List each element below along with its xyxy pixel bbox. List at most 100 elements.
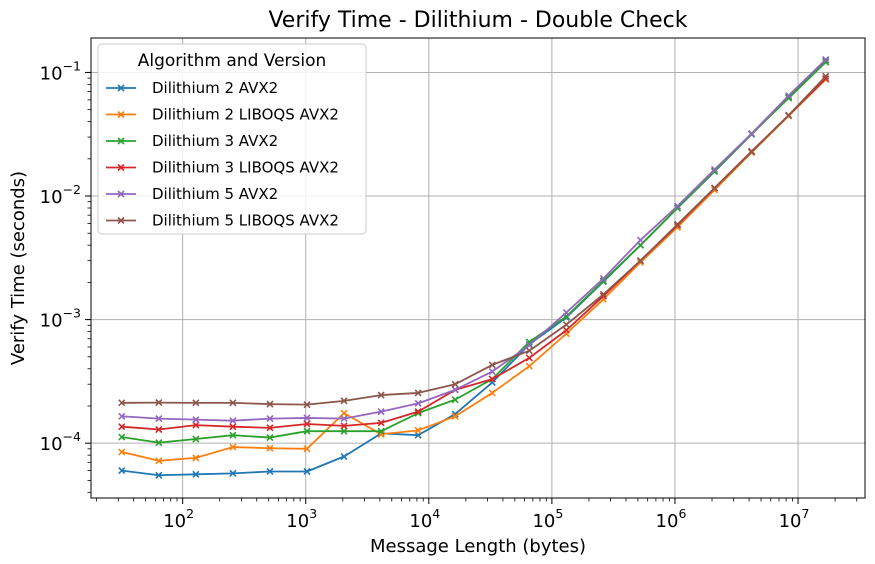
y-tick-label: 10−3: [40, 306, 81, 332]
data-point: [636, 257, 645, 265]
legend-entry: Dilithium 3 AVX2: [106, 132, 278, 150]
data-point: [599, 292, 607, 300]
legend-label: Dilithium 3 AVX2: [152, 132, 278, 150]
data-point: [562, 326, 570, 334]
legend: Algorithm and Version Dilithium 2 AVX2Di…: [97, 43, 367, 235]
data-point: [303, 401, 311, 409]
data-point: [710, 186, 719, 194]
data-point: [303, 467, 311, 476]
data-point: [673, 204, 682, 212]
data-point: [377, 408, 385, 416]
data-point: [822, 58, 830, 66]
data-point: [488, 367, 496, 376]
x-tick-label: 102: [163, 506, 194, 532]
data-point: [340, 427, 348, 435]
legend-entry: Dilithium 3 LIBOQS AVX2: [106, 159, 339, 177]
series-layer: [118, 56, 830, 479]
data-point: [266, 415, 274, 423]
data-point: [266, 400, 274, 408]
data-point: [562, 321, 570, 329]
data-point: [636, 236, 645, 244]
data-point: [155, 425, 163, 434]
data-point: [303, 420, 311, 428]
legend-entries: Dilithium 2 AVX2 Dilithium 2 LIBOQS AVX2 D…: [106, 79, 339, 230]
data-point: [785, 111, 793, 119]
data-point: [192, 470, 200, 478]
x-tick-label: 106: [656, 506, 687, 532]
x-tick-label: 103: [286, 506, 317, 532]
data-point: [118, 448, 126, 456]
data-point: [229, 423, 237, 431]
data-point: [229, 443, 237, 451]
data-point: [785, 92, 793, 100]
legend-swatch-marker: [117, 110, 125, 119]
legend-entry: Dilithium 2 LIBOQS AVX2: [106, 106, 339, 124]
legend-label: Dilithium 2 AVX2: [152, 79, 278, 97]
series-line: [121, 58, 827, 422]
data-point: [748, 130, 756, 138]
series-line: [121, 78, 827, 462]
legend-entry: Dilithium 5 LIBOQS AVX2: [106, 212, 339, 230]
data-point: [488, 361, 496, 369]
y-ticks: 10−4 10−3 10−2 10−1: [40, 58, 91, 493]
legend-label: Dilithium 5 AVX2: [152, 185, 278, 203]
data-point: [118, 467, 126, 475]
data-point: [710, 165, 719, 174]
x-ticks: 102 103 104 105 106 107: [96, 498, 858, 532]
legend-swatch-marker: [117, 137, 125, 145]
data-point: [266, 434, 274, 442]
data-point: [822, 72, 830, 80]
y-tick-label: 10−4: [40, 429, 81, 455]
data-point: [229, 417, 237, 425]
data-point: [229, 469, 237, 477]
data-point: [155, 471, 163, 479]
x-tick-label: 107: [779, 506, 810, 532]
x-tick-label: 104: [409, 506, 440, 532]
data-point: [673, 220, 682, 228]
data-point: [562, 308, 570, 317]
data-point: [340, 452, 348, 461]
legend-entry: Dilithium 2 AVX2: [106, 79, 278, 97]
legend-swatch-marker: [117, 84, 125, 92]
data-point: [748, 148, 756, 156]
data-point: [192, 454, 200, 462]
data-point: [414, 399, 422, 407]
data-point: [303, 427, 311, 435]
legend-label: Dilithium 2 LIBOQS AVX2: [152, 106, 339, 124]
x-tick-label: 105: [532, 506, 563, 532]
y-tick-label: 10−2: [40, 182, 81, 208]
data-point: [525, 341, 533, 349]
data-point: [377, 427, 385, 435]
data-point: [118, 412, 126, 420]
data-point: [155, 439, 163, 447]
data-point: [822, 56, 830, 64]
x-axis-label: Message Length (bytes): [370, 536, 586, 557]
data-point: [155, 457, 163, 465]
data-point: [229, 399, 237, 407]
legend-swatch-marker: [117, 190, 125, 198]
series-3: [118, 58, 830, 447]
data-point: [340, 397, 348, 405]
data-point: [822, 75, 830, 83]
legend-swatch-marker: [117, 216, 125, 225]
data-point: [377, 391, 385, 399]
data-point: [525, 347, 533, 355]
data-point: [118, 399, 126, 407]
data-point: [599, 290, 607, 298]
legend-entry: Dilithium 5 AVX2: [106, 185, 278, 203]
chart-title: Verify Time - Dilithium - Double Check: [268, 8, 687, 33]
data-point: [340, 415, 348, 423]
legend-label: Dilithium 5 LIBOQS AVX2: [152, 212, 339, 230]
data-point: [414, 408, 422, 416]
data-point: [451, 380, 459, 388]
legend-swatch-marker: [117, 163, 125, 172]
data-point: [118, 433, 126, 441]
data-point: [340, 422, 348, 430]
series-6: [118, 72, 830, 409]
data-point: [451, 412, 459, 420]
data-point: [785, 94, 793, 102]
data-point: [488, 389, 496, 397]
legend-label: Dilithium 3 LIBOQS AVX2: [152, 159, 339, 177]
data-point: [710, 167, 719, 175]
